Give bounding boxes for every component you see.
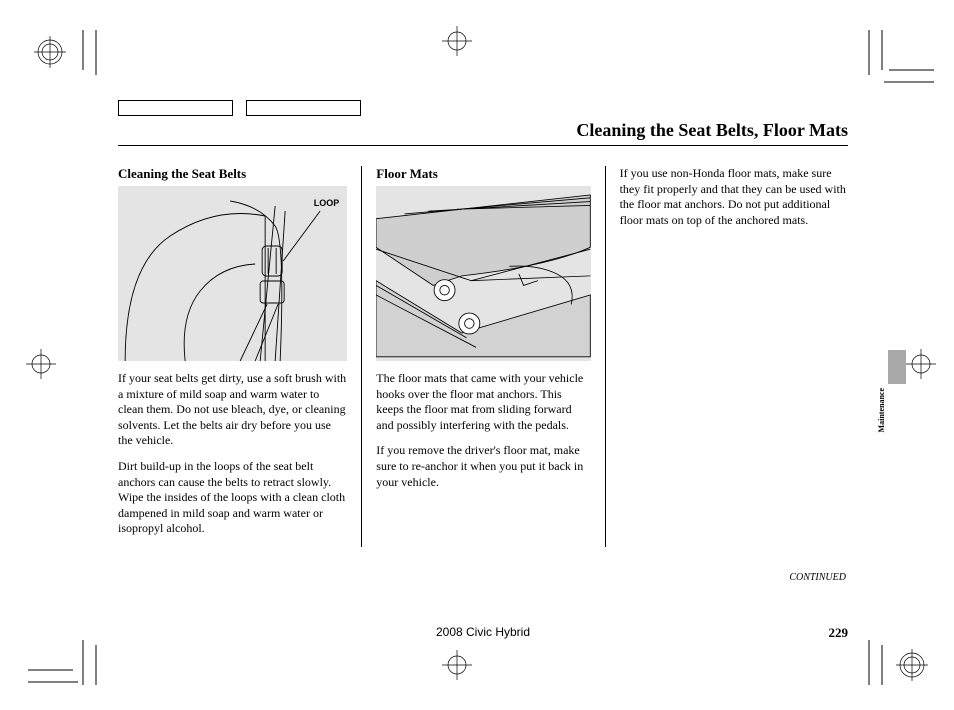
col2-p2: If you remove the driver's floor mat, ma… bbox=[376, 443, 590, 490]
section-tab bbox=[888, 350, 906, 384]
section-label: Maintenance bbox=[877, 388, 886, 432]
col1-p2: Dirt build-up in the loops of the seat b… bbox=[118, 459, 347, 537]
title-rule bbox=[118, 145, 848, 146]
column-3: If you use non-Honda floor mats, make su… bbox=[605, 166, 848, 547]
col2-p1: The floor mats that came with your vehic… bbox=[376, 371, 590, 433]
col3-p1: If you use non-Honda floor mats, make su… bbox=[620, 166, 848, 228]
page-title: Cleaning the Seat Belts, Floor Mats bbox=[118, 120, 848, 145]
col1-heading: Cleaning the Seat Belts bbox=[118, 166, 347, 182]
header-box-2 bbox=[246, 100, 361, 116]
column-layout: Cleaning the Seat Belts bbox=[118, 166, 848, 547]
col1-p1: If your seat belts get dirty, use a soft… bbox=[118, 371, 347, 449]
floormat-figure bbox=[376, 186, 590, 361]
col2-heading: Floor Mats bbox=[376, 166, 590, 182]
seatbelt-figure: LOOP bbox=[118, 186, 347, 361]
column-1: Cleaning the Seat Belts bbox=[118, 166, 361, 547]
loop-label: LOOP bbox=[314, 198, 340, 208]
continued-label: CONTINUED bbox=[789, 572, 846, 583]
column-2: Floor Mats bbox=[361, 166, 604, 547]
header-box-1 bbox=[118, 100, 233, 116]
page-number: 229 bbox=[829, 625, 849, 641]
page-content: Cleaning the Seat Belts, Floor Mats Clea… bbox=[118, 120, 848, 547]
footer-text: 2008 Civic Hybrid bbox=[118, 625, 848, 639]
footer: 2008 Civic Hybrid 229 bbox=[118, 625, 848, 639]
